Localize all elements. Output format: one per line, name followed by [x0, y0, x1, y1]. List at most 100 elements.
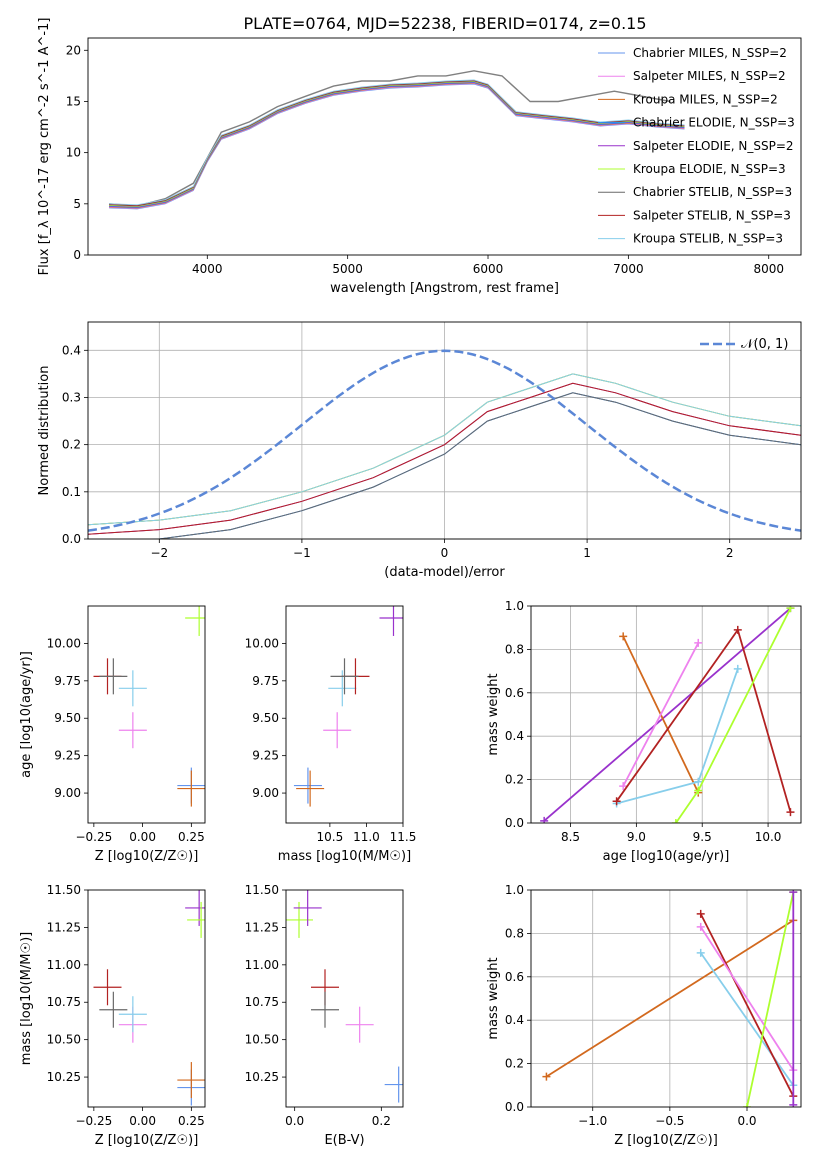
- y-axis-label: Flux [f_λ 10^-17 erg cm^-2 s^-1 A^-1]: [37, 18, 52, 276]
- legend-label: Kroupa MILES, N_SSP=2: [633, 92, 778, 106]
- panel-mass-vs-Z: −0.25 0.00 0.25 10.25 10.50 10.75 11.00 11.25 11…: [19, 883, 206, 1148]
- y-tick-label: 5: [73, 197, 81, 211]
- x-axis-label: E(B-V): [324, 1133, 364, 1148]
- weight-marker: [786, 808, 795, 817]
- y-tick-label: 10.00: [245, 636, 279, 650]
- y-tick-label: 10: [66, 146, 81, 160]
- y-tick-label: 9.00: [54, 786, 81, 800]
- panel-age-vs-mass: 10.5 11.0 11.5 9.00 9.25 9.50 9.75 10.00 mass [l…: [245, 605, 416, 864]
- x-tick-label: −2: [150, 546, 168, 560]
- y-tick-label: 1.0: [505, 599, 524, 613]
- y-tick-label: 9.75: [252, 674, 279, 688]
- axes-frame: [530, 889, 802, 1108]
- y-tick-label: 9.25: [252, 749, 279, 763]
- weight-marker: [696, 922, 705, 931]
- legend-label: 𝒩(0, 1): [741, 337, 788, 352]
- weight-line: [543, 607, 792, 822]
- y-tick-label: 10.25: [47, 1070, 81, 1084]
- weight-marker: [671, 819, 680, 823]
- x-tick-label: 7000: [613, 262, 644, 276]
- weight-marker: [733, 664, 742, 673]
- weight-marker: [619, 782, 628, 791]
- y-tick-label: 0.4: [505, 1013, 524, 1027]
- axes-frame: [285, 605, 404, 824]
- x-tick-label: 9.0: [627, 830, 646, 844]
- y-tick-label: 10.75: [245, 995, 279, 1009]
- weight-marker: [694, 786, 703, 795]
- y-tick-label: 11.00: [245, 958, 279, 972]
- weight-marker: [540, 816, 549, 823]
- y-tick-label: 10.00: [47, 636, 81, 650]
- x-tick-label: −0.25: [75, 830, 112, 844]
- panel-mass-vs-EBV: 0.0 0.2 10.25 10.50 10.75 11.00 11.25 11.50 E(B-…: [245, 883, 404, 1148]
- weight-line: [699, 926, 795, 1071]
- y-axis-label: mass [log10(M/M☉)]: [19, 932, 34, 1065]
- normal-curve: [88, 349, 801, 532]
- axes-frame: [285, 889, 404, 1108]
- weight-marker: [694, 638, 703, 647]
- x-tick-label: 0.25: [178, 830, 205, 844]
- weight-line: [699, 913, 795, 1097]
- axes-frame: [87, 889, 206, 1108]
- x-tick-label: −1: [293, 546, 311, 560]
- y-tick-label: 0.0: [505, 816, 524, 830]
- weight-line: [746, 892, 795, 1107]
- y-tick-label: 9.75: [54, 674, 81, 688]
- data-spectrum-line: [109, 70, 671, 207]
- panel-weight-vs-Z: −1.0 −0.5 0.0 0.0 0.2 0.4 0.6 0.8 1.0 Z [log10(Z/…: [486, 883, 802, 1148]
- y-tick-label: 0.6: [505, 970, 524, 984]
- x-tick-label: 11.0: [353, 830, 380, 844]
- y-axis-label: Normed distribution: [37, 366, 52, 496]
- model-spectrum-line: [109, 81, 685, 207]
- x-tick-label: 0.00: [129, 830, 156, 844]
- x-tick-label: 0.0: [737, 1114, 756, 1128]
- x-tick-label: 2: [726, 546, 734, 560]
- y-tick-label: 0.6: [505, 686, 524, 700]
- weight-line: [545, 919, 794, 1078]
- model-spectrum-line: [109, 79, 685, 206]
- panel-residuals: −2 −1 0 1 2 0.0 0.1 0.2 0.3 0.4 (data-model)/error…: [37, 321, 802, 580]
- weight-marker: [696, 909, 705, 918]
- x-tick-label: 6000: [473, 262, 504, 276]
- x-tick-label: 8000: [753, 262, 784, 276]
- x-axis-label: (data-model)/error: [384, 565, 505, 580]
- model-spectrum-line: [109, 82, 685, 208]
- y-tick-label: 0.1: [62, 485, 81, 499]
- plot-area: [286, 890, 403, 1103]
- plot-area: [540, 606, 795, 823]
- x-axis-label: Z [log10(Z/Z☉)]: [614, 1133, 718, 1148]
- x-tick-label: −0.25: [75, 1114, 112, 1128]
- x-tick-label: −1.0: [578, 1114, 607, 1128]
- y-tick-label: 10.50: [245, 1033, 279, 1047]
- y-tick-label: 0.2: [505, 773, 524, 787]
- y-tick-label: 11.50: [47, 883, 81, 897]
- weight-line: [699, 952, 795, 1086]
- weight-marker: [733, 625, 742, 634]
- axes-frame: [87, 321, 802, 540]
- plot-area: [93, 890, 205, 1106]
- plot-area: [93, 606, 205, 807]
- x-axis-label: mass [log10(M/M☉)]: [278, 849, 411, 864]
- weight-marker: [542, 1072, 551, 1081]
- residual-histogram: [88, 373, 801, 526]
- y-tick-label: 0.2: [62, 438, 81, 452]
- legend-label: Salpeter MILES, N_SSP=2: [633, 69, 786, 83]
- y-tick-label: 0.2: [505, 1057, 524, 1071]
- x-tick-label: −0.5: [655, 1114, 684, 1128]
- weight-marker: [789, 890, 798, 897]
- x-tick-label: 0.00: [129, 1114, 156, 1128]
- legend-label: Kroupa STELIB, N_SSP=3: [633, 232, 783, 246]
- y-tick-label: 9.00: [252, 786, 279, 800]
- plot-area: [109, 70, 685, 210]
- y-tick-label: 0.8: [505, 926, 524, 940]
- x-tick-label: 0.25: [178, 1114, 205, 1128]
- x-tick-label: 10.0: [755, 830, 782, 844]
- y-tick-label: 9.50: [252, 711, 279, 725]
- panel-age-vs-Z: −0.25 0.00 0.25 9.00 9.25 9.50 9.75 10.00 Z [log…: [19, 605, 206, 864]
- axes-frame: [87, 37, 802, 256]
- y-tick-label: 9.50: [54, 711, 81, 725]
- weight-marker: [696, 948, 705, 957]
- x-axis-label: wavelength [Angstrom, rest frame]: [330, 281, 559, 296]
- axes-frame: [87, 605, 206, 824]
- panel-spectrum: 4000 5000 6000 7000 8000 0 5 10 15 20 wavelength […: [37, 18, 802, 296]
